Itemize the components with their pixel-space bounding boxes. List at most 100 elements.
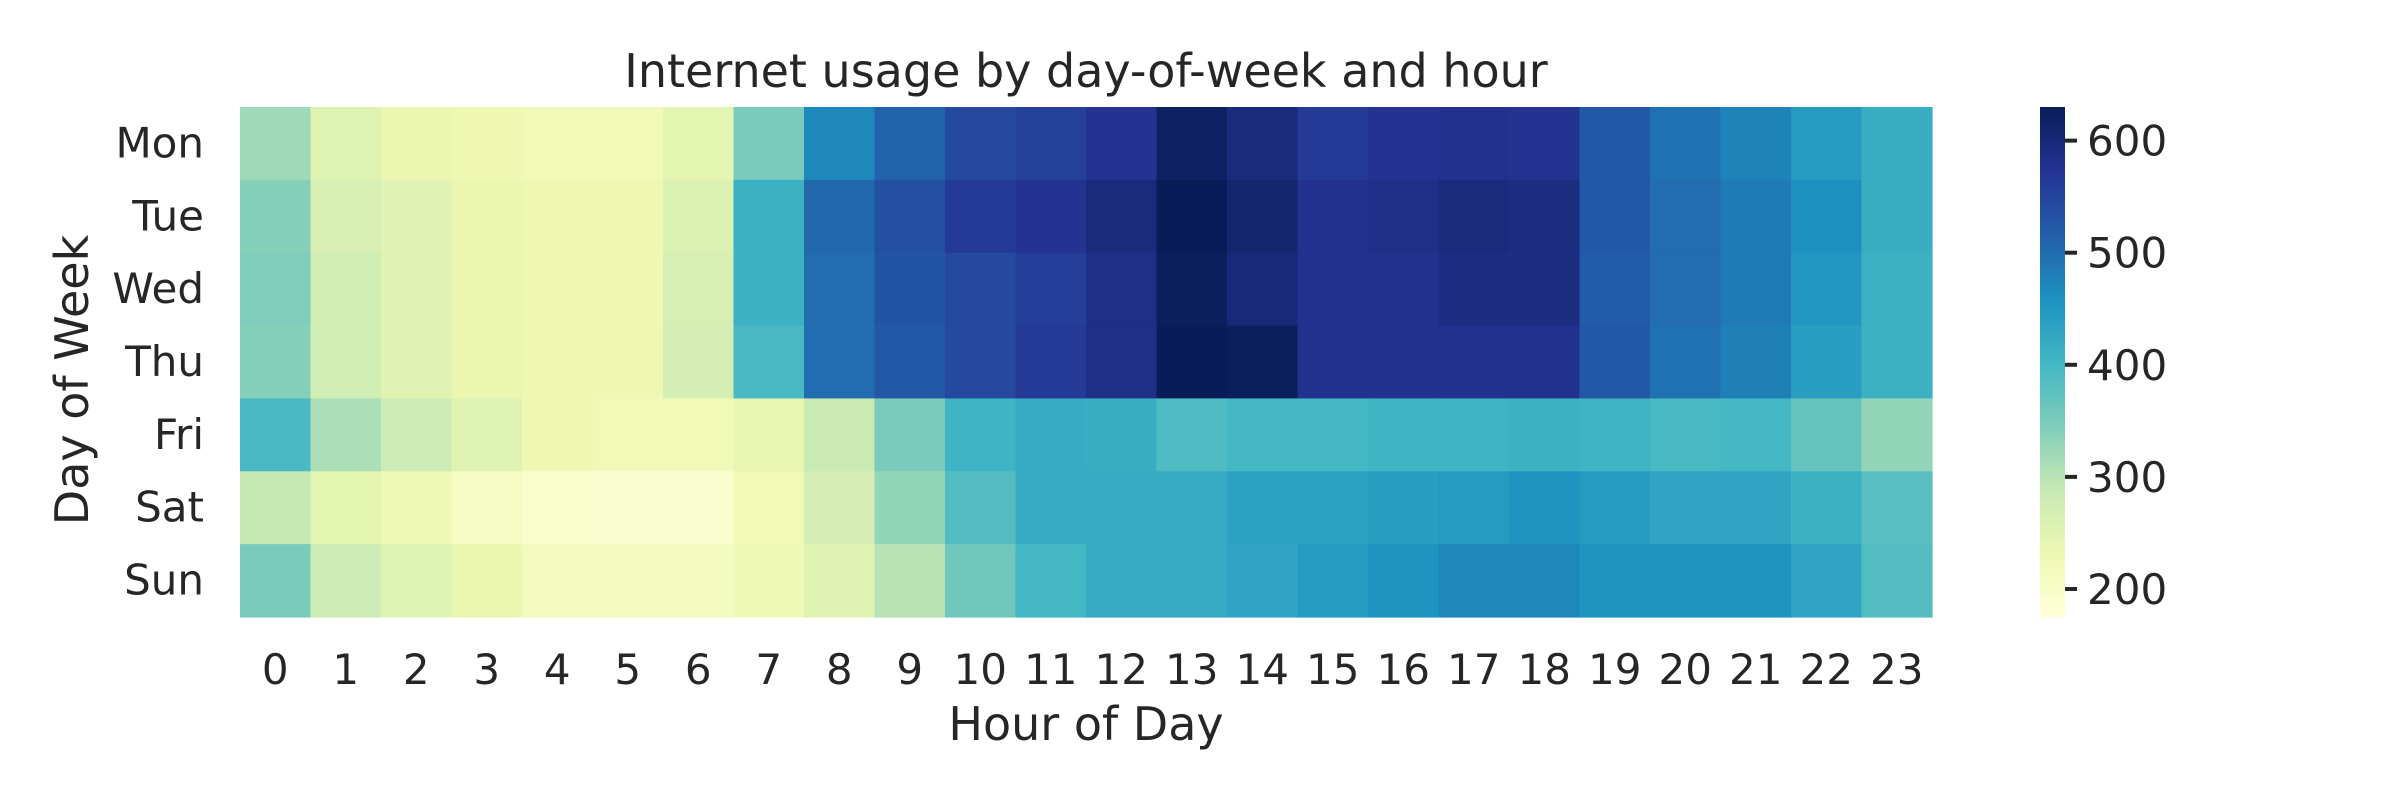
y-tick-label: Mon <box>115 118 204 167</box>
heatmap-cell <box>945 325 1017 400</box>
heatmap-cell <box>804 544 876 618</box>
heatmap-cell <box>1438 325 1510 400</box>
heatmap-cell <box>1509 179 1581 254</box>
heatmap-cell <box>381 252 453 327</box>
heatmap-cell <box>522 107 594 181</box>
heatmap-cell <box>804 325 876 400</box>
heatmap-cell <box>1156 398 1228 472</box>
y-tick-label: Sun <box>124 556 204 605</box>
heatmap-cell <box>1579 179 1651 254</box>
heatmap-cell <box>522 471 594 545</box>
heatmap-cell <box>1086 398 1158 472</box>
heatmap-cell <box>310 544 382 618</box>
x-tick-label: 15 <box>1306 645 1359 694</box>
heatmap-cell <box>1438 252 1510 327</box>
heatmap-cell <box>663 471 735 545</box>
heatmap-cell <box>1438 544 1510 618</box>
heatmap-cell <box>1579 325 1651 400</box>
x-tick-label: 17 <box>1447 645 1500 694</box>
x-axis-ticks: 0 1 2 3 4 5 6 7 8 9 10 11 12 13 14 15 16 17 18 19 20 21 22 23 <box>262 645 1924 694</box>
heatmap-cell <box>451 107 523 181</box>
heatmap-cell <box>522 252 594 327</box>
heatmap-cell <box>522 398 594 472</box>
heatmap-cell <box>945 471 1017 545</box>
heatmap-cell <box>381 325 453 400</box>
y-tick-label: Thu <box>124 337 204 386</box>
heatmap-cell <box>1015 252 1087 327</box>
x-tick-label: 8 <box>826 645 853 694</box>
heatmap-cell <box>945 107 1017 181</box>
heatmap-cell <box>1227 471 1299 545</box>
heatmap-cell <box>1086 471 1158 545</box>
heatmap-cell <box>1086 107 1158 181</box>
heatmap-cell <box>874 325 946 400</box>
x-tick-label: 13 <box>1165 645 1218 694</box>
heatmap-cell <box>1015 107 1087 181</box>
y-tick-label: Tue <box>131 191 204 240</box>
heatmap-cell <box>1861 398 1933 472</box>
heatmap-cell <box>310 398 382 472</box>
heatmap-cell <box>1227 544 1299 618</box>
heatmap-cell <box>1650 471 1722 545</box>
heatmap-cell <box>1650 544 1722 618</box>
x-tick-label: 3 <box>473 645 500 694</box>
heatmap-cell <box>240 471 312 545</box>
colorbar-tick-label: 600 <box>2087 117 2167 166</box>
x-tick-label: 7 <box>755 645 782 694</box>
heatmap-cell <box>592 107 664 181</box>
heatmap-cell <box>310 252 382 327</box>
heatmap-cell <box>1509 398 1581 472</box>
heatmap-cell <box>874 179 946 254</box>
heatmap-cell <box>1791 398 1863 472</box>
heatmap-cell <box>1438 107 1510 181</box>
heatmap-cell <box>1791 471 1863 545</box>
heatmap-cell <box>1297 398 1369 472</box>
heatmap-cell <box>804 179 876 254</box>
heatmap-cell <box>522 325 594 400</box>
heatmap-cell <box>1297 179 1369 254</box>
heatmap-cell <box>592 325 664 400</box>
colorbar-tick-label: 500 <box>2087 229 2167 278</box>
heatmap-cell <box>1438 398 1510 472</box>
heatmap-cell <box>945 252 1017 327</box>
heatmap-cell <box>1579 544 1651 618</box>
heatmap-cell <box>310 107 382 181</box>
heatmap-cell <box>592 252 664 327</box>
heatmap-cell <box>874 471 946 545</box>
x-tick-label: 2 <box>403 645 430 694</box>
chart-title: Internet usage by day-of-week and hour <box>624 44 1548 98</box>
heatmap-cell <box>874 398 946 472</box>
heatmap-cell <box>1368 179 1440 254</box>
heatmap-cell <box>1015 544 1087 618</box>
heatmap-cell <box>804 107 876 181</box>
heatmap-cell <box>1438 179 1510 254</box>
heatmap-cell <box>240 252 312 327</box>
x-axis-label: Hour of Day <box>948 697 1223 751</box>
heatmap-cell <box>874 107 946 181</box>
heatmap-cell <box>663 544 735 618</box>
heatmap-cell <box>663 398 735 472</box>
heatmap-cell <box>1650 107 1722 181</box>
heatmap-cell <box>945 398 1017 472</box>
heatmap-cell <box>1791 107 1863 181</box>
heatmap-cell <box>1579 471 1651 545</box>
heatmap-cell <box>1227 107 1299 181</box>
x-tick-label: 18 <box>1518 645 1571 694</box>
colorbar-tick-label: 400 <box>2087 341 2167 390</box>
heatmap-cell <box>1086 544 1158 618</box>
heatmap-cell <box>451 325 523 400</box>
heatmap-cell <box>663 252 735 327</box>
heatmap-cell <box>1156 325 1228 400</box>
heatmap-cell <box>1156 107 1228 181</box>
x-tick-label: 14 <box>1236 645 1289 694</box>
heatmap-cell <box>1650 179 1722 254</box>
heatmap-cell <box>663 179 735 254</box>
heatmap-cell <box>1861 107 1933 181</box>
x-tick-label: 5 <box>614 645 641 694</box>
heatmap-cell <box>733 325 805 400</box>
heatmap-cell <box>451 544 523 618</box>
heatmap-cell <box>1227 398 1299 472</box>
heatmap-cell <box>381 398 453 472</box>
heatmap-cell <box>1720 107 1792 181</box>
x-tick-label: 20 <box>1659 645 1712 694</box>
